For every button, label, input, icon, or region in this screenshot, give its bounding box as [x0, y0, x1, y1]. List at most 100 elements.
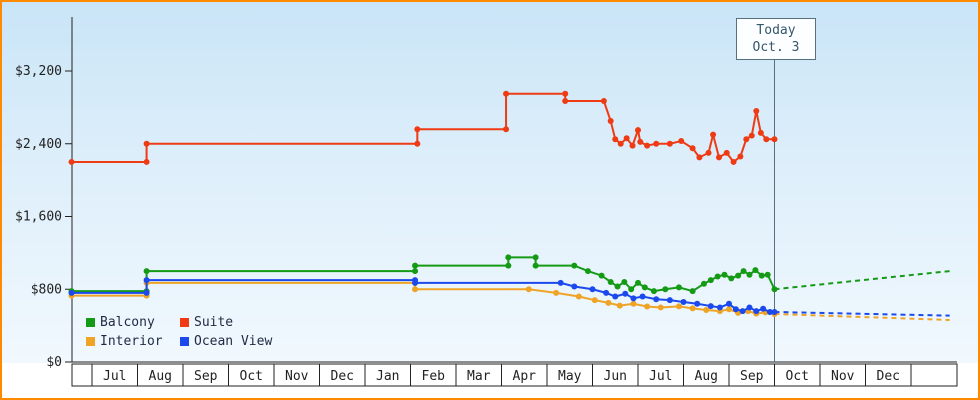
series-marker-ocean-view [746, 304, 753, 311]
series-line-balcony [71, 256, 776, 293]
series-marker-suite [143, 140, 150, 147]
series-marker-balcony [764, 271, 771, 278]
series-marker-ocean-view [603, 289, 610, 296]
series-marker-balcony [728, 275, 735, 282]
legend-row-2: Interior Ocean View [86, 332, 272, 351]
series-marker-suite [678, 138, 685, 145]
month-label: Nov [285, 369, 309, 384]
series-marker-ocean-view [694, 300, 701, 307]
month-label: May [558, 369, 582, 384]
legend-label-balcony: Balcony [100, 315, 155, 330]
legend-item-suite: Suite [180, 315, 233, 330]
series-marker-balcony [505, 262, 512, 269]
series-marker-suite [723, 149, 730, 156]
month-strip [71, 363, 958, 387]
series-marker-interior [575, 293, 582, 300]
series-marker-balcony [532, 262, 539, 269]
series-marker-suite [696, 154, 703, 161]
series-marker-balcony [641, 284, 648, 291]
month-label: Aug [695, 369, 718, 384]
series-marker-ocean-view [726, 300, 732, 307]
today-annotation-line1: Today [756, 23, 796, 38]
series-marker-ocean-view [557, 279, 564, 286]
series-marker-balcony [675, 284, 682, 291]
y-tick-label: $3,200 [15, 64, 62, 79]
series-marker-suite [730, 158, 737, 165]
series-marker-interior [644, 303, 651, 310]
series-marker-suite [617, 140, 624, 147]
series-marker-balcony [412, 268, 419, 275]
series-line-suite [71, 92, 775, 164]
month-label: Sep [194, 369, 218, 384]
series-marker-ocean-view [143, 277, 150, 284]
month-label: Dec [877, 369, 900, 384]
series-marker-suite [562, 98, 569, 105]
series-marker-ocean-view [571, 283, 578, 290]
series-marker-suite [607, 118, 614, 125]
series-marker-balcony [614, 283, 621, 290]
series-marker-balcony [689, 288, 696, 295]
ocean-view-swatch-icon [180, 337, 189, 346]
series-marker-interior [553, 289, 560, 296]
series-marker-balcony [714, 273, 721, 280]
series-marker-suite [644, 142, 651, 149]
series-marker-suite [503, 126, 510, 133]
series-marker-balcony [143, 268, 150, 275]
series-marker-suite [737, 153, 744, 160]
series-marker-suite [143, 158, 150, 165]
series-marker-suite [68, 158, 75, 165]
series-marker-suite [763, 136, 770, 143]
series-marker-interior [689, 305, 696, 312]
series-marker-ocean-view [771, 308, 778, 315]
month-label: Sep [740, 369, 764, 384]
series-marker-balcony [735, 272, 742, 279]
series-marker-ocean-view [760, 305, 767, 312]
suite-swatch-icon [180, 318, 189, 327]
month-label: Aug [149, 369, 172, 384]
series-marker-suite [623, 135, 630, 142]
series-marker-suite [414, 126, 421, 133]
series-marker-suite [562, 90, 569, 97]
series-marker-ocean-view [753, 308, 760, 315]
series-marker-balcony [635, 279, 641, 286]
series-marker-suite [637, 138, 644, 145]
series-marker-balcony [758, 272, 765, 279]
series-marker-balcony [532, 254, 539, 261]
series-marker-ocean-view [716, 304, 723, 311]
series-marker-balcony [412, 262, 419, 269]
month-label: Jun [604, 369, 627, 384]
balcony-swatch-icon [86, 318, 95, 327]
series-marker-balcony [752, 267, 759, 274]
series-marker-ocean-view [68, 289, 75, 296]
y-tick-label: $0 [46, 355, 62, 370]
series-forecast-ocean-view [774, 310, 950, 317]
series-marker-balcony [721, 271, 728, 278]
series-marker-ocean-view [680, 298, 687, 305]
month-label: Jan [376, 369, 399, 384]
interior-swatch-icon [86, 337, 95, 346]
series-marker-ocean-view [653, 296, 660, 303]
series-marker-balcony [628, 286, 635, 293]
series-marker-balcony [650, 288, 657, 295]
series-marker-ocean-view [732, 306, 739, 313]
series-marker-interior [630, 300, 637, 307]
series-marker-suite [503, 90, 510, 97]
today-annotation-line2: Oct. 3 [752, 40, 800, 55]
today-annotation: Today Oct. 3 [736, 18, 816, 60]
y-tick-label: $800 [31, 282, 62, 297]
series-marker-ocean-view [639, 293, 646, 300]
month-label: Dec [331, 369, 354, 384]
series-marker-interior [675, 303, 682, 310]
series-marker-balcony [746, 271, 753, 278]
series-marker-balcony [621, 278, 628, 285]
series-marker-balcony [740, 268, 747, 275]
series-marker-suite [715, 154, 722, 161]
series-marker-balcony [598, 272, 605, 279]
series-marker-balcony [771, 286, 778, 293]
month-label: Oct [240, 369, 263, 384]
series-marker-ocean-view [630, 295, 637, 302]
series-marker-balcony [662, 286, 669, 293]
series-marker-balcony [607, 278, 614, 285]
series-marker-ocean-view [143, 289, 150, 296]
